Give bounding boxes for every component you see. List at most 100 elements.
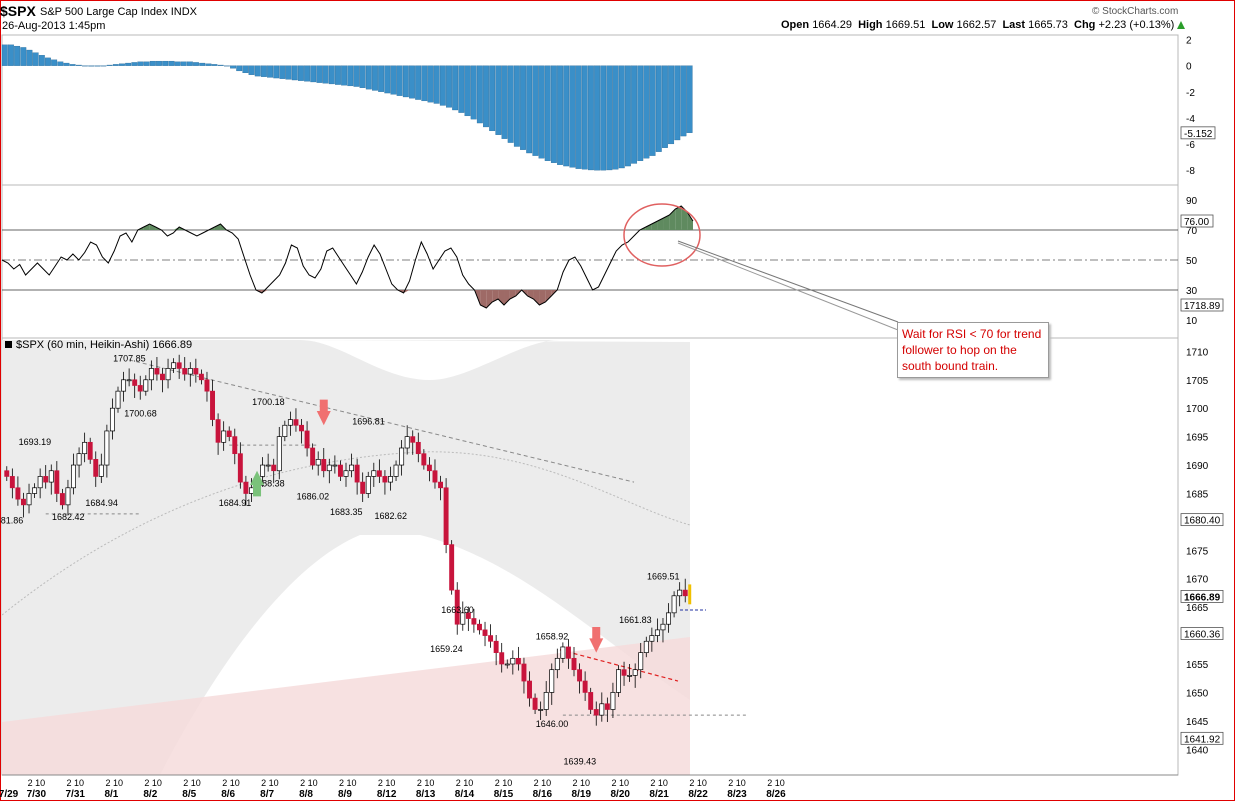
macd-bar <box>402 65 409 98</box>
candle-body <box>276 436 282 472</box>
up-arrow-icon <box>1177 20 1186 29</box>
macd-bar <box>624 65 631 167</box>
candle-body <box>310 447 316 466</box>
macd-bar <box>205 63 212 66</box>
macd-bar <box>217 64 224 66</box>
macd-bar <box>223 65 230 67</box>
rsi-tick-label: 50 <box>1186 256 1198 267</box>
macd-bar <box>186 61 193 66</box>
x-axis-date-label: 8/12 <box>377 789 397 800</box>
price-box-label: 1660.36 <box>1184 630 1221 641</box>
price-annotation-label: 1661.83 <box>619 615 652 625</box>
macd-bar <box>112 64 119 66</box>
macd-bar <box>662 65 668 148</box>
rsi-oversold-fill <box>261 290 268 293</box>
candle-body <box>265 464 271 467</box>
rsi-overbought-fill <box>663 215 670 230</box>
macd-bar <box>649 65 656 156</box>
rsi-last-box <box>1180 214 1214 228</box>
high-value: 1669.51 <box>885 19 926 31</box>
macd-bar <box>149 60 156 66</box>
price-box <box>1180 627 1224 640</box>
macd-bar <box>544 65 551 161</box>
candle-body <box>148 368 154 381</box>
candle-body <box>677 589 683 597</box>
macd-bar <box>365 65 372 90</box>
candle-body <box>465 612 471 619</box>
x-axis-date-label: 8/2 <box>143 789 157 800</box>
candle-body <box>571 657 577 671</box>
x-axis-hour-label: 2 10 <box>261 778 279 788</box>
macd-bar <box>655 65 662 152</box>
sell-signal-arrow <box>316 399 331 426</box>
macd-last-label: -5.152 <box>1184 129 1213 140</box>
macd-bar <box>119 63 125 66</box>
x-axis-date-label: 8/13 <box>416 789 436 800</box>
price-annotation-label: 1693.19 <box>19 437 52 447</box>
price-annotation-label: 1639.43 <box>564 757 597 767</box>
macd-bar <box>575 65 582 169</box>
candle-body <box>137 385 143 392</box>
candle-body <box>109 407 115 432</box>
candle-body <box>421 453 427 466</box>
legend-swatch <box>5 341 12 348</box>
candle-body <box>126 379 132 382</box>
price-box <box>1180 513 1224 527</box>
macd-bar <box>359 65 366 88</box>
x-axis-hour-label: 2 10 <box>105 778 123 788</box>
candle-body <box>376 470 382 477</box>
candle-body <box>593 709 599 716</box>
price-box-label: 1718.89 <box>1184 301 1221 312</box>
macd-bar <box>643 65 650 159</box>
rsi-overbought-fill <box>645 224 652 230</box>
x-axis-date-label: 8/23 <box>727 789 747 800</box>
candle-body <box>198 373 204 381</box>
macd-bar <box>618 65 625 169</box>
x-axis-hour-label: 2 10 <box>378 778 396 788</box>
candle-body <box>226 430 232 437</box>
candle-body <box>143 379 149 392</box>
macd-bar <box>45 57 51 66</box>
current-candle-marker <box>688 584 692 605</box>
price-annotation-label: 1659.24 <box>430 644 463 654</box>
price-tick-label: 1640 <box>1186 745 1209 756</box>
candle-body <box>299 424 304 432</box>
red-trend-line <box>559 649 679 682</box>
candle-body <box>43 476 49 483</box>
candle-body <box>654 629 660 636</box>
candle-body <box>321 459 327 472</box>
x-axis-date-label: 8/21 <box>649 789 669 800</box>
open-label: Open <box>781 19 810 31</box>
annotation-note: Wait for RSI < 70 for trend follower to … <box>897 322 1049 378</box>
macd-bar <box>347 65 354 87</box>
macd-bar <box>421 65 428 102</box>
candle-body <box>532 697 538 710</box>
candle-body <box>249 487 254 494</box>
ohlc-readout: Open 1664.29 High 1669.51 Low 1662.57 La… <box>781 19 1186 31</box>
candle-body <box>9 476 15 489</box>
price-annotation-label: 1684.94 <box>85 498 118 508</box>
price-annotation-label: 1658.92 <box>536 632 569 642</box>
candle-body <box>260 464 266 477</box>
macd-bar <box>594 65 601 171</box>
rsi-tick-label: 90 <box>1186 196 1198 207</box>
candle-body <box>388 476 393 483</box>
macd-bar <box>495 65 502 135</box>
macd-tick-label: 0 <box>1186 62 1192 73</box>
price-tick-label: 1655 <box>1186 660 1209 671</box>
macd-bar <box>260 65 267 77</box>
sell-signal-arrow <box>589 627 604 653</box>
macd-tick-label: -4 <box>1186 114 1195 125</box>
candle-body <box>393 464 399 477</box>
macd-bar <box>279 65 286 79</box>
macd-bar <box>75 64 82 66</box>
chg-label: Chg <box>1074 19 1096 31</box>
downtrend-line <box>129 359 635 483</box>
macd-bar <box>322 65 329 84</box>
macd-bar <box>57 61 64 66</box>
price-box <box>1180 590 1224 603</box>
macd-bar <box>489 65 496 132</box>
macd-bar <box>446 65 452 108</box>
x-axis-date-label: 8/19 <box>572 789 592 800</box>
price-annotation-label: 1700.68 <box>124 408 157 418</box>
